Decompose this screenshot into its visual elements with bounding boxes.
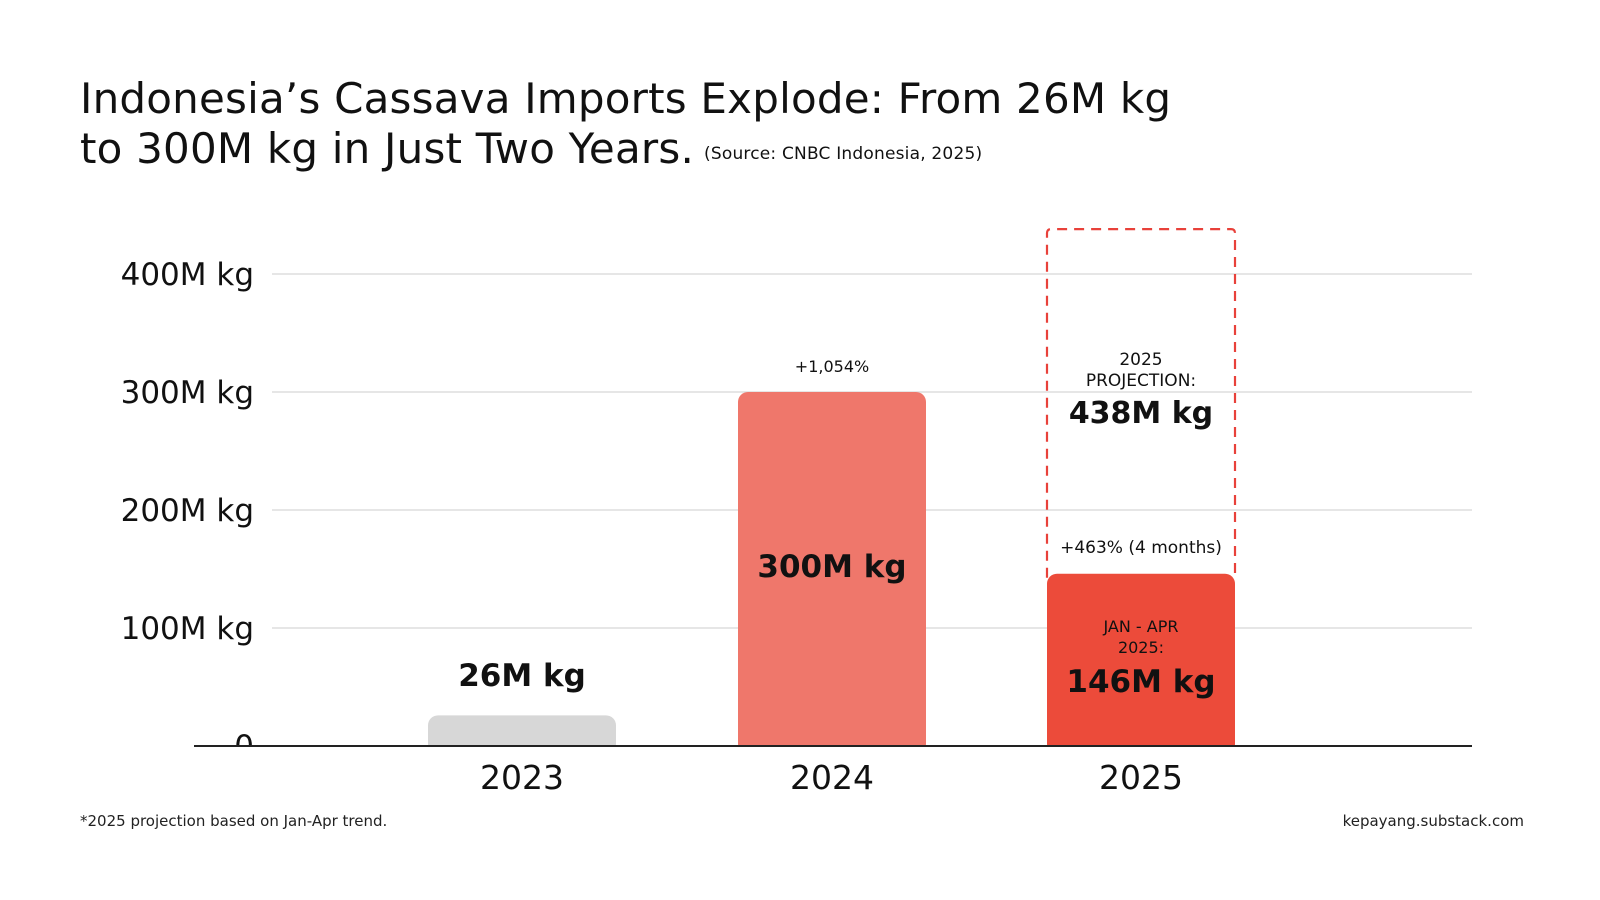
y-tick-label: 400M kg (121, 257, 254, 293)
data-label: 146M kg (1066, 664, 1215, 700)
y-tick-label: 100M kg (121, 611, 254, 647)
growth-label: +463% (4 months) (1060, 538, 1222, 558)
bar-sublabel: JAN - APR (1102, 617, 1178, 636)
source-citation: (Source: CNBC Indonesia, 2025) (704, 144, 983, 164)
x-tick-label: 2023 (480, 758, 564, 797)
projection-outline (1045, 228, 1237, 578)
x-tick-label: 2025 (1099, 758, 1183, 797)
chart-title-line-1: Indonesia’s Cassava Imports Explode: Fro… (80, 74, 1172, 123)
bar (428, 715, 616, 754)
y-tick-label: 200M kg (121, 493, 254, 529)
data-label: 300M kg (757, 549, 906, 585)
growth-label: +1,054% (795, 357, 869, 376)
chart-title-line-2: to 300M kg in Just Two Years. (Source: CN… (80, 124, 1380, 179)
chart-title: Indonesia’s Cassava Imports Explode: Fro… (80, 74, 1380, 179)
projection-label: PROJECTION: (1086, 371, 1196, 391)
credit-link[interactable]: kepayang.substack.com (1342, 812, 1524, 830)
bar (738, 392, 926, 754)
projection-label: 2025 (1119, 350, 1162, 370)
chart-title-line-2-text: to 300M kg in Just Two Years. (80, 124, 695, 173)
x-tick-label: 2024 (790, 758, 874, 797)
data-label: 26M kg (458, 658, 586, 694)
axis-mask (194, 746, 1472, 758)
bar-sublabel: 2025: (1118, 638, 1164, 657)
footnote: *2025 projection based on Jan-Apr trend. (80, 812, 388, 830)
bar (1047, 573, 1235, 754)
projection-value-label: 438M kg (1069, 396, 1213, 431)
y-tick-label: 300M kg (121, 375, 254, 411)
